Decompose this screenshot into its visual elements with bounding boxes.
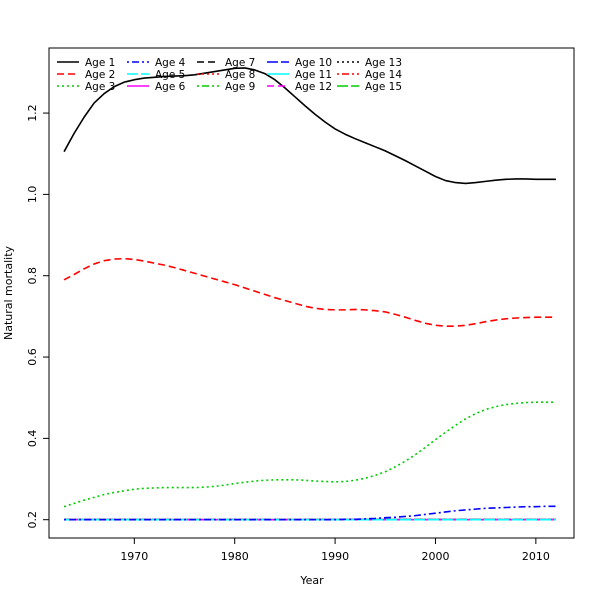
- legend-label: Age 14: [365, 69, 402, 81]
- plot-frame: [48, 47, 575, 539]
- legend-label: Age 2: [85, 69, 115, 81]
- x-tick-label: 1990: [321, 550, 349, 563]
- y-axis: 0.2 0.4 0.6 0.8 1.0 1.2: [26, 104, 49, 528]
- legend-label: Age 9: [225, 81, 255, 93]
- legend-label: Age 5: [155, 69, 185, 81]
- series-line-age-2: [63, 257, 556, 327]
- legend-label: Age 12: [295, 81, 332, 93]
- legend-label: Age 15: [365, 81, 402, 93]
- legend-label: Age 1: [85, 57, 115, 69]
- y-tick-label: 1.2: [26, 104, 39, 122]
- x-axis: 1970 1980 1990 2000 2010: [120, 538, 550, 563]
- y-tick-label: 1.0: [26, 186, 39, 204]
- y-tick-label: 0.8: [26, 267, 39, 285]
- x-tick-label: 2010: [522, 550, 550, 563]
- legend-label: Age 7: [225, 57, 255, 69]
- y-axis-title: Natural mortality: [2, 245, 15, 340]
- legend-label: Age 4: [155, 57, 186, 69]
- series-line-age-1: [63, 67, 556, 185]
- y-tick-label: 0.6: [26, 348, 39, 366]
- series-line-age-4: [64, 505, 556, 521]
- legend-label: Age 13: [365, 57, 402, 69]
- legend-label: Age 10: [295, 57, 332, 69]
- y-tick-label: 0.4: [26, 430, 39, 448]
- x-tick-label: 1980: [221, 550, 249, 563]
- series-layer: [63, 67, 556, 521]
- x-axis-title: Year: [299, 574, 324, 587]
- x-tick-label: 1970: [120, 550, 148, 563]
- legend-label: Age 3: [85, 81, 115, 93]
- y-tick-label: 0.2: [26, 511, 39, 529]
- series-line-age-3: [63, 401, 556, 508]
- legend-label: Age 8: [225, 69, 255, 81]
- x-tick-label: 2000: [421, 550, 449, 563]
- legend-label: Age 11: [295, 69, 332, 81]
- legend-label: Age 6: [155, 81, 186, 93]
